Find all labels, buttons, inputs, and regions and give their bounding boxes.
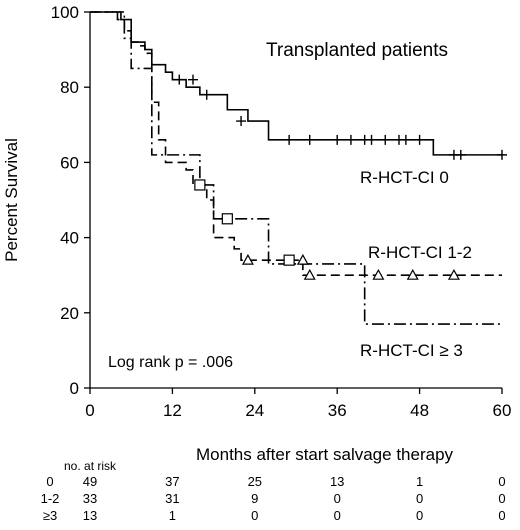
risk-cell: 33 (83, 491, 97, 506)
censor-mark-plus (174, 74, 185, 85)
censor-mark-square (194, 179, 206, 191)
risk-row-label: ≥3 (43, 508, 57, 523)
risk-cell: 13 (83, 508, 97, 523)
risk-table: 0 49 37 25 13 1 0 1-2 33 31 9 0 0 0 ≥3 13 1 0 0 0 0 (41, 474, 506, 523)
series-label-r-hct-ci-3: R-HCT-CI ≥ 3 (360, 341, 463, 360)
axes: 0 20 40 60 80 100 0 12 24 36 48 60 (51, 3, 512, 420)
censor-mark-plus (400, 134, 411, 145)
censor-mark-plus (284, 134, 295, 145)
risk-cell: 0 (334, 508, 341, 523)
risk-cell: 1 (416, 474, 423, 489)
censor-mark-square (221, 213, 233, 225)
risk-row-label: 1-2 (41, 491, 60, 506)
censor-mark-plus (497, 149, 507, 160)
chart-title: Transplanted patients (266, 40, 448, 61)
risk-cell: 31 (165, 491, 179, 506)
y-tick-label: 20 (60, 304, 79, 323)
censor-mark-square (283, 254, 295, 266)
censor-mark-triangle (303, 268, 316, 280)
series-label-r-hct-ci-1-2: R-HCT-CI 1-2 (368, 243, 472, 262)
risk-cell: 0 (416, 508, 423, 523)
x-tick-label: 36 (328, 401, 347, 420)
log-rank-annotation: Log rank p = .006 (108, 354, 233, 371)
x-axis-label: Months after start salvage therapy (196, 445, 454, 464)
censor-mark-plus (414, 134, 425, 145)
risk-cell: 13 (330, 474, 344, 489)
x-tick-label: 24 (245, 401, 264, 420)
risk-cell: 0 (498, 508, 505, 523)
risk-cell: 0 (416, 491, 423, 506)
censor-mark-plus (380, 134, 391, 145)
censor-mark-plus (201, 89, 212, 100)
censor-mark-plus (455, 149, 466, 160)
censor-mark-plus (304, 134, 315, 145)
risk-row-label: 0 (46, 474, 53, 489)
risk-cell: 0 (251, 508, 258, 523)
x-tick-label: 60 (493, 401, 512, 420)
series-label-r-hct-ci-0: R-HCT-CI 0 (360, 168, 449, 187)
y-axis-label: Percent Survival (2, 138, 21, 262)
x-tick-label: 48 (410, 401, 429, 420)
y-tick-label: 100 (51, 3, 79, 22)
censor-mark-plus (345, 134, 356, 145)
censor-mark-plus (332, 134, 343, 145)
censor-mark-plus (188, 74, 198, 85)
risk-cell: 1 (169, 508, 176, 523)
censor-mark-triangle (406, 268, 419, 280)
x-tick-label: 0 (85, 401, 94, 420)
censor-mark-plus (366, 134, 377, 145)
risk-cell: 0 (334, 491, 341, 506)
y-tick-label: 80 (60, 78, 79, 97)
risk-cell: 49 (83, 474, 97, 489)
y-tick-label: 40 (60, 229, 79, 248)
y-tick-label: 0 (70, 379, 79, 398)
risk-cell: 37 (165, 474, 179, 489)
risk-cell: 0 (498, 491, 505, 506)
censor-mark-plus (236, 116, 247, 127)
censor-mark-triangle (241, 253, 254, 265)
censor-mark-triangle (372, 268, 385, 280)
censor-markers (174, 74, 507, 280)
censor-mark-triangle (296, 253, 309, 265)
risk-cell: 25 (248, 474, 262, 489)
censor-mark-triangle (447, 268, 460, 280)
y-tick-label: 60 (60, 153, 79, 172)
risk-cell: 0 (498, 474, 505, 489)
risk-table-header: no. at risk (64, 459, 117, 473)
x-tick-label: 12 (163, 401, 182, 420)
risk-cell: 9 (251, 491, 258, 506)
survival-curve-r-hct-ci-1-2 (90, 11, 502, 276)
